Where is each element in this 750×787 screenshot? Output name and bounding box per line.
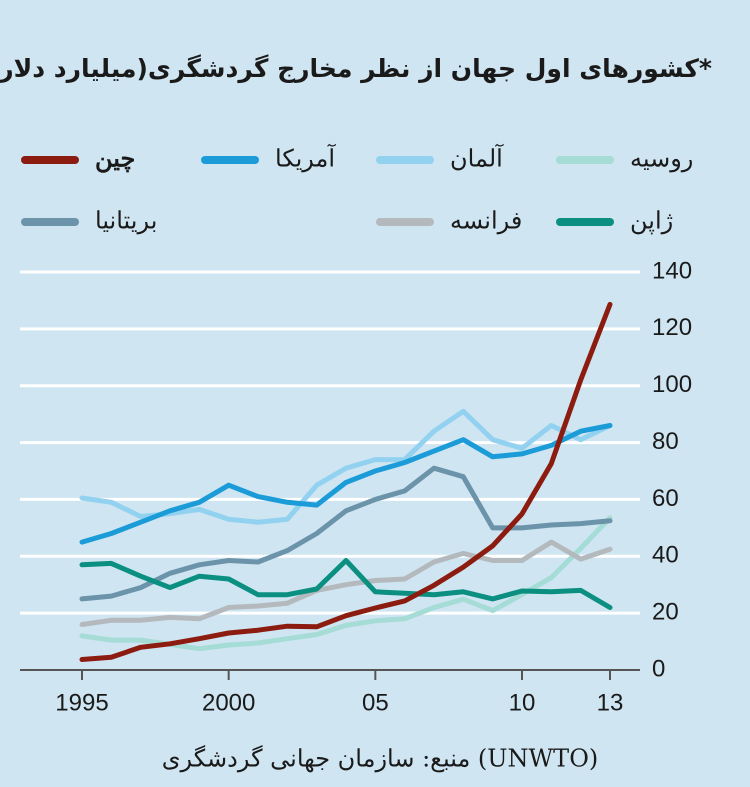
legend-label: روسیه bbox=[630, 145, 693, 173]
series-line bbox=[79, 301, 613, 662]
x-tick-label: 2000 bbox=[202, 689, 255, 716]
y-tick-label: 0 bbox=[652, 655, 665, 682]
x-tick-label: 1995 bbox=[55, 689, 108, 716]
legend-label: آلمان bbox=[450, 144, 504, 173]
y-tick-label: 80 bbox=[652, 428, 679, 455]
y-tick-label: 40 bbox=[652, 542, 679, 569]
series-line bbox=[79, 558, 613, 610]
legend-label: آمریکا bbox=[275, 144, 336, 173]
x-tick-label: 10 bbox=[509, 689, 536, 716]
chart-title: *کشورهای اول جهان از نظر مخارج گردشگری(م… bbox=[0, 54, 712, 84]
legend-label: چین bbox=[95, 144, 135, 174]
series-line bbox=[79, 539, 613, 627]
y-tick-label: 20 bbox=[652, 598, 679, 625]
x-tick-label: 05 bbox=[362, 689, 389, 716]
legend-label: ژاپن bbox=[630, 207, 673, 235]
source-note: منبع: سازمان جهانی گردشگری (UNWTO) bbox=[162, 745, 598, 773]
legend-label: بریتانیا bbox=[95, 207, 157, 235]
series-line bbox=[79, 408, 613, 525]
legend-label: فرانسه bbox=[450, 207, 522, 235]
y-tick-label: 140 bbox=[652, 257, 692, 284]
series-line bbox=[79, 465, 613, 602]
y-tick-label: 60 bbox=[652, 485, 679, 512]
x-tick-label: 13 bbox=[597, 689, 624, 716]
y-tick-label: 120 bbox=[652, 314, 692, 341]
series-line bbox=[79, 423, 613, 545]
y-tick-label: 100 bbox=[652, 371, 692, 398]
